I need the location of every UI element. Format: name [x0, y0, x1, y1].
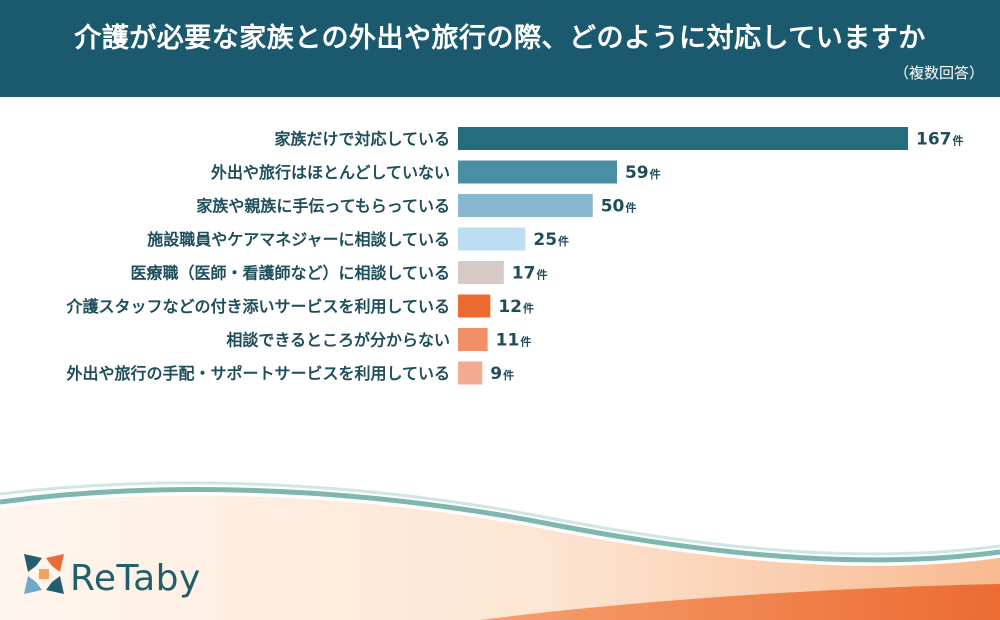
value-label: 25件 [533, 230, 569, 250]
category-label: 施設職員やケアマネジャーに相談している [147, 230, 450, 249]
bar [458, 127, 908, 150]
value-unit: 件 [536, 268, 547, 282]
brand-logo-icon [24, 554, 64, 594]
bar [458, 160, 617, 184]
value-unit: 件 [520, 335, 531, 349]
value-label: 50件 [601, 197, 637, 217]
bar [458, 261, 504, 284]
value-unit: 件 [625, 201, 636, 215]
header-banner: 介護が必要な家族との外出や旅行の際、どのように対応していますか （複数回答） [0, 0, 1000, 97]
category-label: 家族や親族に手伝ってもらっている [196, 197, 450, 216]
category-label: 家族だけで対応している [274, 130, 450, 149]
value-unit: 件 [953, 134, 964, 148]
bar [458, 361, 483, 385]
category-label: 相談できるところが分からない [226, 331, 450, 350]
category-label: 外出や旅行の手配・サポートサービスを利用している [65, 364, 450, 383]
footer-wave [0, 481, 1000, 620]
page-subtitle: （複数回答） [893, 64, 984, 82]
brand-name: ReTaby [70, 558, 201, 599]
value-unit: 件 [523, 301, 534, 315]
value-unit: 件 [558, 234, 569, 248]
value-label: 59件 [625, 163, 661, 183]
value-label: 11件 [496, 331, 532, 351]
page-title: 介護が必要な家族との外出や旅行の際、どのように対応していますか [74, 23, 926, 54]
bar [458, 328, 488, 351]
value-unit: 件 [503, 368, 514, 382]
value-label: 167件 [916, 130, 964, 150]
value-label: 17件 [512, 264, 548, 284]
bar [458, 294, 491, 318]
category-label: 介護スタッフなどの付き添いサービスを利用している [65, 297, 450, 316]
bar [458, 194, 593, 217]
category-label: 外出や旅行はほとんどしていない [210, 163, 450, 182]
category-label: 医療職（医師・看護師など）に相談している [130, 264, 450, 283]
value-label: 9件 [490, 364, 514, 384]
value-label: 12件 [498, 297, 534, 317]
value-unit: 件 [650, 167, 661, 181]
bar [458, 227, 526, 251]
